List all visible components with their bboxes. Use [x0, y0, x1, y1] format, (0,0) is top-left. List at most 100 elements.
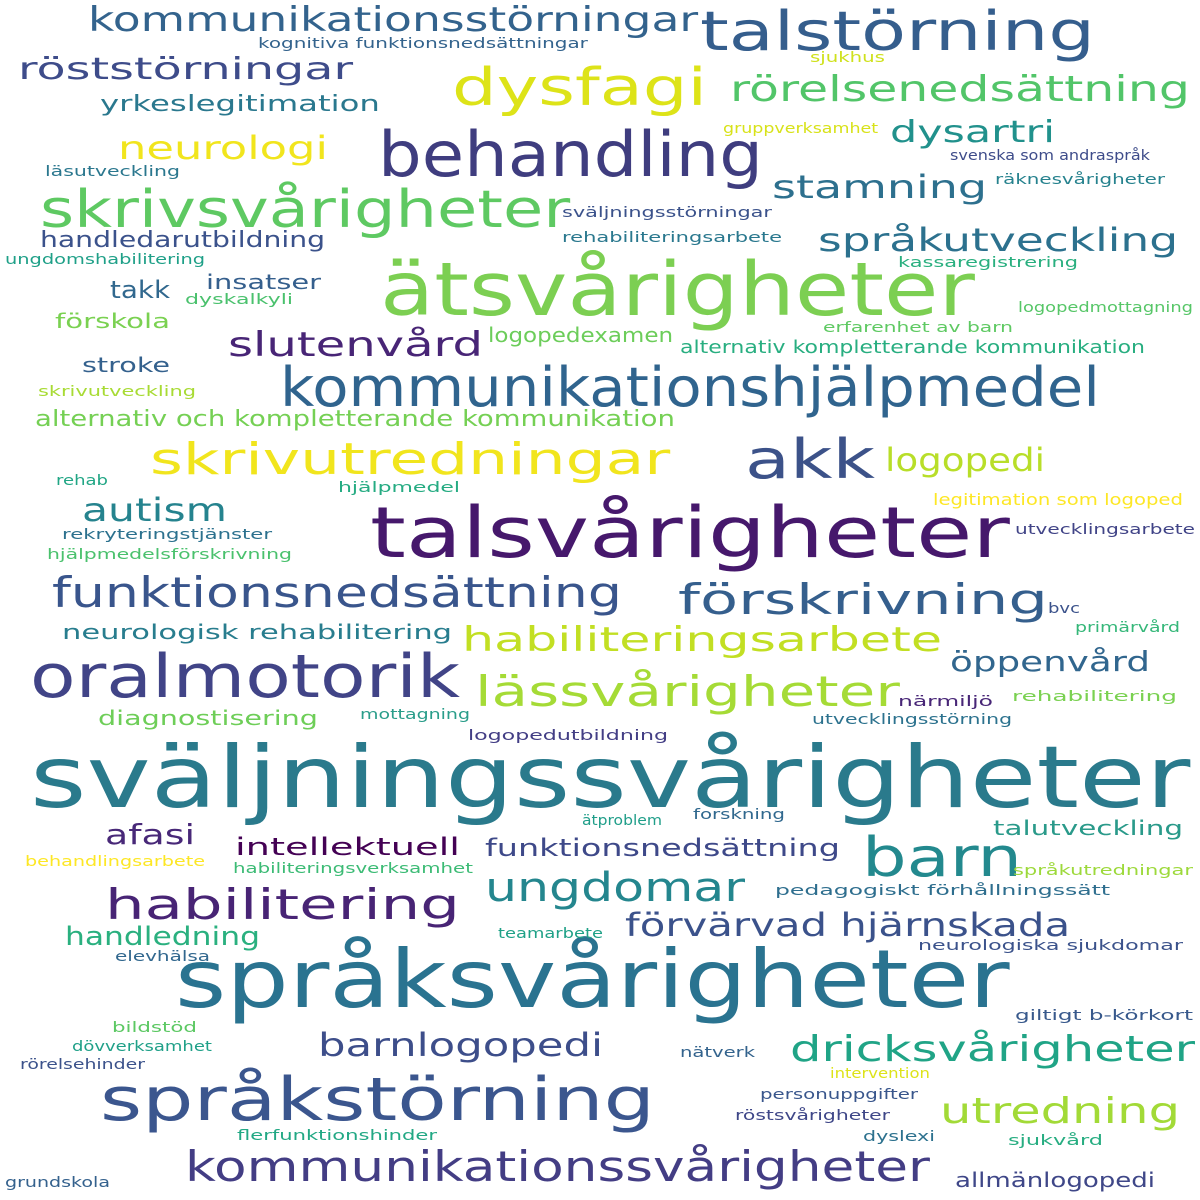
word-rehabiliteringsarbete: rehabiliteringsarbete	[562, 230, 783, 246]
word-diagnostisering: diagnostisering	[98, 706, 318, 730]
word-rorelsehinder: rörelsehinder	[20, 1057, 145, 1073]
word-sjukvard: sjukvård	[1008, 1133, 1103, 1149]
word-rorelsenedsattning: rörelsenedsättning	[730, 69, 1190, 110]
word-dyskalkyli: dyskalkyli	[185, 292, 293, 308]
word-atsvarigheter: ätsvårigheter	[380, 247, 975, 333]
word-dovverksamhet: dövverksamhet	[72, 1039, 212, 1055]
word-roststorningar: röststörningar	[18, 52, 354, 87]
word-lassvarigheter: lässvårigheter	[475, 667, 900, 716]
word-takk: takk	[110, 276, 171, 304]
word-afasi: afasi	[105, 818, 195, 851]
word-rostsvarigheter: röstsvårigheter	[735, 1108, 891, 1124]
word-habiliteringsverksamhet: habiliteringsverksamhet	[233, 861, 473, 877]
word-flerfunktionshinder: flerfunktionshinder	[237, 1128, 438, 1144]
word-ungdomshabilitering: ungdomshabilitering	[5, 252, 206, 268]
word-barnlogopedi: barnlogopedi	[318, 1026, 604, 1064]
word-skrivutveckling: skrivutveckling	[38, 384, 196, 400]
word-rekryteringstjanster: rekryteringstjänster	[62, 527, 273, 543]
word-forvarvad-hjarnskada: förvärvad hjärnskada	[625, 906, 1071, 944]
word-kommunikationssvarigheter: kommunikationssvårigheter	[185, 1142, 930, 1191]
word-spraksvarigheter: språksvårigheter	[175, 933, 1010, 1026]
word-allmanlogopedi: allmänlogopedi	[955, 1168, 1156, 1192]
word-utvecklingsstorning: utvecklingsstörning	[812, 712, 1013, 728]
word-legitimation-som-logoped: legitimation som logoped	[933, 490, 1183, 509]
word-logopedexamen: logopedexamen	[488, 323, 674, 347]
word-sprakutveckling: språkutveckling	[818, 221, 1179, 259]
word-lasutveckling: läsutveckling	[45, 164, 180, 180]
word-dysfagi: dysfagi	[452, 58, 708, 118]
word-sjukhus: sjukhus	[810, 50, 885, 66]
word-atproblem: ätproblem	[582, 813, 662, 829]
word-svaljningsstorningar: sväljningsstörningar	[562, 205, 772, 221]
word-oppenvard: öppenvård	[950, 645, 1151, 678]
word-gruppverksamhet: gruppverksamhet	[723, 121, 879, 137]
word-habilitering: habilitering	[105, 880, 460, 929]
word-handledning: handledning	[65, 922, 260, 952]
word-kommunikationshjalpmedel: kommunikationshjälpmedel	[280, 356, 1100, 419]
word-alternativ-och-kompletterande-kommunikation: alternativ och kompletterande kommunikat…	[35, 407, 675, 432]
word-natverk: nätverk	[680, 1045, 756, 1061]
word-hjalpmedelsforskrivning: hjälpmedelsförskrivning	[47, 547, 293, 563]
word-erfarenhet-av-barn: erfarenhet av barn	[823, 320, 1014, 336]
word-sprakstorning: språkstörning	[100, 1065, 656, 1135]
word-dricksvarigheter: dricksvårigheter	[790, 1029, 1195, 1070]
word-kassaregistrering: kassaregistrering	[898, 255, 1078, 271]
word-kommunikationsstorningar: kommunikationsstörningar	[88, 0, 699, 40]
word-intellektuell: intellektuell	[235, 833, 460, 861]
word-logopedmottagning: logopedmottagning	[1018, 300, 1193, 316]
word-skrivutredningar: skrivutredningar	[150, 434, 671, 485]
word-akk: akk	[745, 428, 875, 491]
word-funktionsnedsattning: funktionsnedsättning	[52, 568, 622, 617]
word-insatser: insatser	[206, 270, 322, 294]
word-kognitiva-funktionsnedsattningar: kognitiva funktionsnedsättningar	[258, 36, 588, 52]
word-stroke: stroke	[82, 353, 171, 377]
word-svaljningssvarigheter: sväljningssvårigheter	[30, 728, 1191, 828]
word-personuppgifter: personuppgifter	[760, 1087, 918, 1103]
word-slutenvard: slutenvård	[228, 325, 483, 365]
word-svenska-som-andrasprak: svenska som andraspråk	[950, 148, 1150, 164]
word-barn: barn	[862, 826, 1022, 889]
word-giltigt-b-korkort: giltigt b-körkort	[1015, 1008, 1194, 1024]
word-skrivsvarigheter: skrivsvårigheter	[40, 180, 571, 240]
word-talsvarigheter: talsvårigheter	[370, 492, 1010, 574]
word-yrkeslegitimation: yrkeslegitimation	[100, 92, 380, 117]
word-utvecklingsarbete: utvecklingsarbete	[1015, 522, 1195, 538]
word-funktionsnedsattning: funktionsnedsättning	[485, 834, 840, 862]
word-grundskola: grundskola	[5, 1175, 111, 1191]
word-sprakutredningar: språkutredningar	[1013, 863, 1193, 879]
word-rehab: rehab	[56, 473, 109, 489]
word-bildstod: bildstöd	[112, 1020, 197, 1036]
word-behandlingsarbete: behandlingsarbete	[25, 854, 206, 870]
word-hjalpmedel: hjälpmedel	[338, 480, 461, 496]
word-bvc: bvc	[1048, 601, 1080, 617]
word-neurologisk-rehabilitering: neurologisk rehabilitering	[62, 620, 453, 644]
word-pedagogiskt-forhallningssatt: pedagogiskt förhållningssätt	[775, 883, 1111, 899]
word-teamarbete: teamarbete	[498, 926, 603, 942]
word-elevhalsa: elevhälsa	[115, 949, 211, 965]
word-mottagning: mottagning	[360, 707, 470, 723]
word-neurologiska-sjukdomar: neurologiska sjukdomar	[918, 938, 1183, 954]
word-rehabilitering: rehabilitering	[1012, 689, 1177, 705]
word-habiliteringsarbete: habiliteringsarbete	[462, 620, 943, 660]
word-forskrivning: förskrivning	[678, 575, 1049, 624]
word-oralmotorik: oralmotorik	[30, 642, 461, 712]
word-talstorning: talstörning	[700, 0, 1095, 63]
word-forskning: forskning	[693, 807, 785, 823]
word-logopedutbildning: logopedutbildning	[468, 728, 668, 744]
word-primarvard: primärvård	[1075, 620, 1180, 636]
word-behandling: behandling	[378, 118, 764, 191]
word-intervention: intervention	[830, 1066, 930, 1082]
word-dysartri: dysartri	[890, 115, 1056, 150]
word-stamning: stamning	[772, 168, 988, 206]
word-neurologi: neurologi	[118, 129, 328, 167]
word-utredning: utredning	[940, 1091, 1181, 1132]
word-autism: autism	[82, 491, 227, 529]
word-narmiljo: närmiljö	[898, 694, 993, 710]
word-logopedi: logopedi	[885, 441, 1045, 479]
word-forskola: förskola	[55, 309, 171, 333]
word-raknesvarigheter: räknesvårigheter	[995, 172, 1165, 188]
word-alternativ-kompletterande-kommunikation: alternativ kompletterande kommunikation	[680, 337, 1145, 358]
word-dyslexi: dyslexi	[863, 1129, 935, 1145]
word-ungdomar: ungdomar	[485, 865, 746, 911]
